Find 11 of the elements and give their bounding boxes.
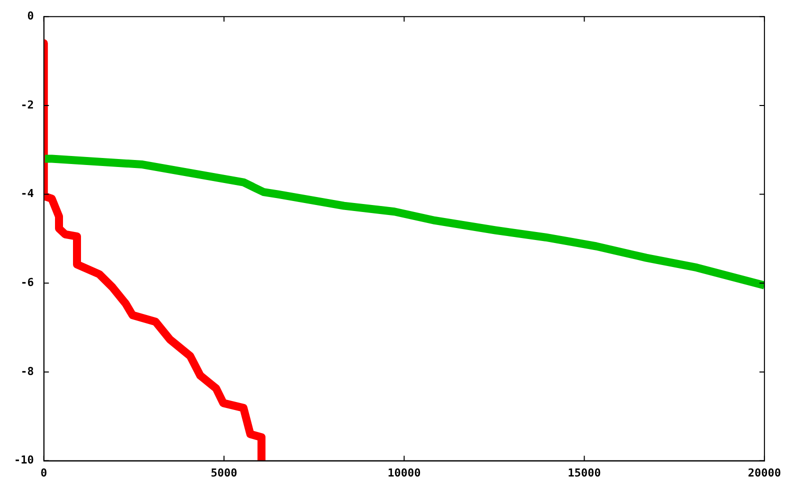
x-tick-label: 10000 bbox=[388, 466, 421, 480]
y-tick-label: -4 bbox=[20, 187, 34, 200]
y-tick-label: -10 bbox=[14, 454, 34, 467]
y-tick-label: -6 bbox=[20, 276, 34, 289]
x-tick-label: 5000 bbox=[210, 466, 238, 480]
x-tick-label: 20000 bbox=[748, 466, 782, 480]
y-tick-label: -2 bbox=[20, 98, 34, 112]
x-tick-label: 0 bbox=[40, 466, 48, 480]
y-tick-label: 0 bbox=[27, 9, 34, 22]
y-tick-label: -8 bbox=[20, 364, 34, 378]
x-tick-label: 15000 bbox=[568, 466, 601, 480]
